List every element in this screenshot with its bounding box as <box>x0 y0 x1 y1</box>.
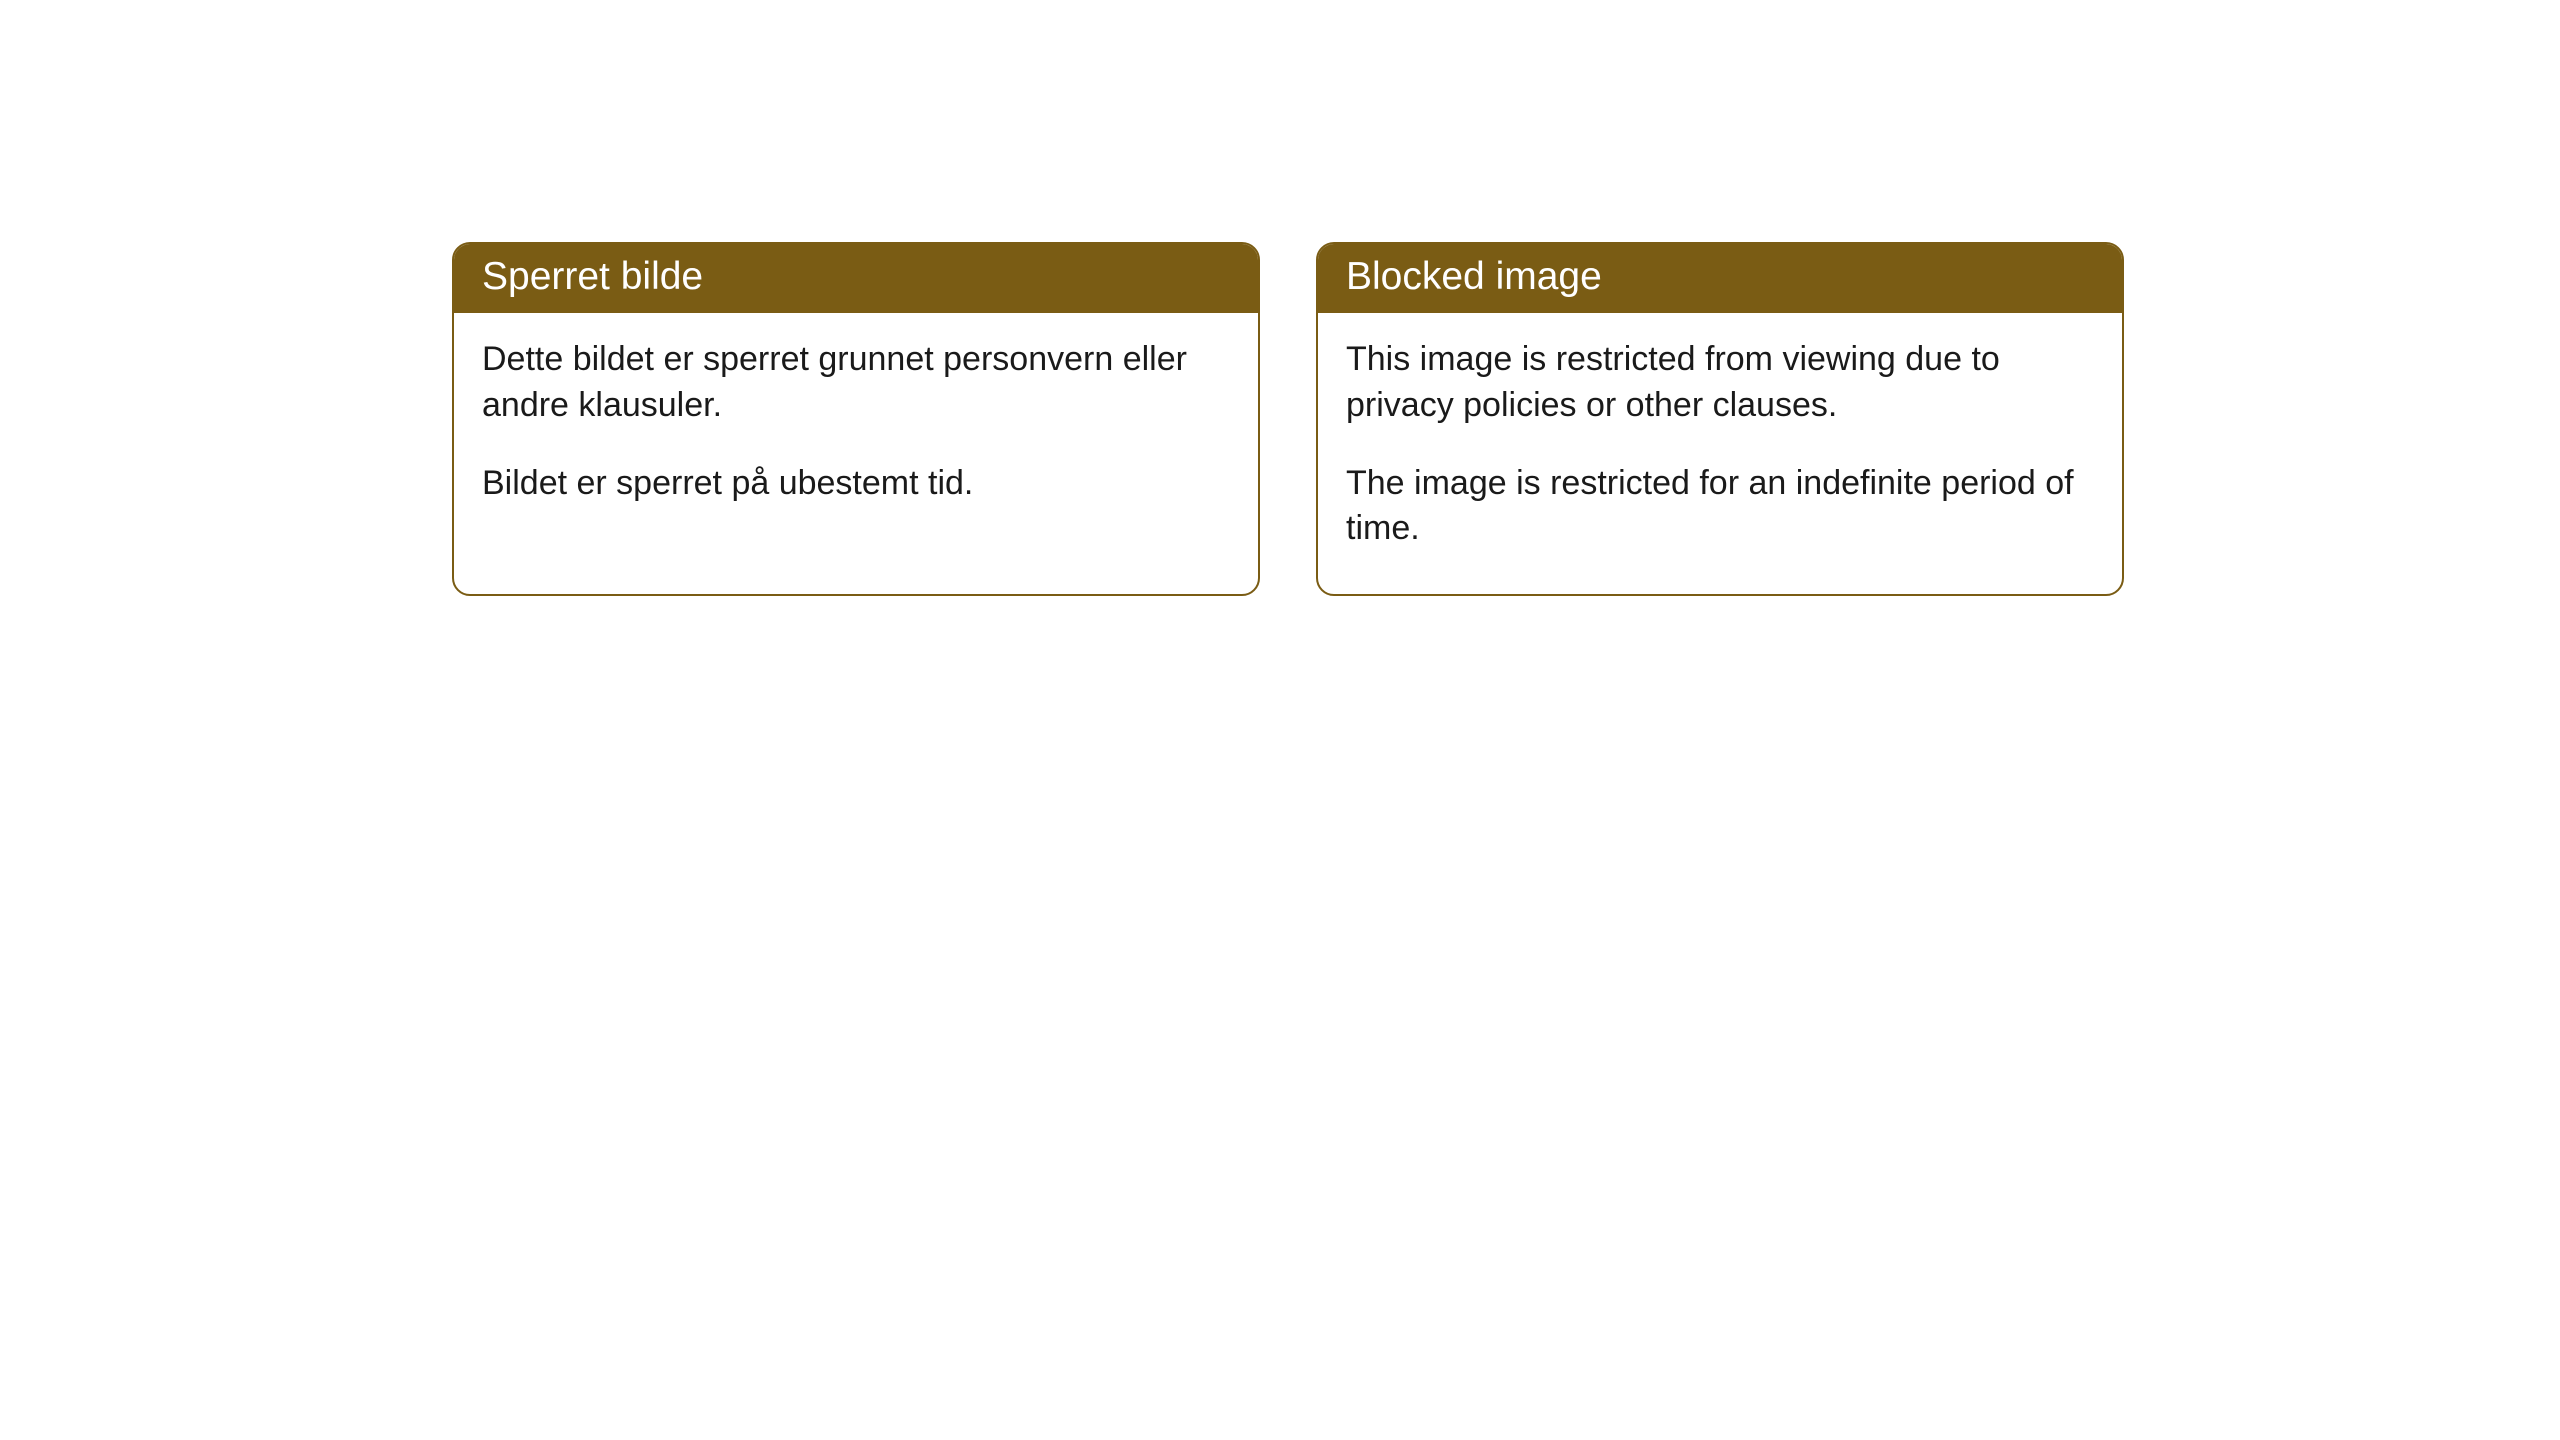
notice-card-english: Blocked image This image is restricted f… <box>1316 242 2124 596</box>
notice-card-norwegian: Sperret bilde Dette bildet er sperret gr… <box>452 242 1260 596</box>
notice-text-1: Dette bildet er sperret grunnet personve… <box>482 337 1230 429</box>
notice-cards-container: Sperret bilde Dette bildet er sperret gr… <box>452 242 2560 596</box>
notice-text-1: This image is restricted from viewing du… <box>1346 337 2094 429</box>
card-title: Sperret bilde <box>454 244 1258 313</box>
card-body: Dette bildet er sperret grunnet personve… <box>454 313 1258 549</box>
card-title: Blocked image <box>1318 244 2122 313</box>
card-body: This image is restricted from viewing du… <box>1318 313 2122 595</box>
notice-text-2: The image is restricted for an indefinit… <box>1346 461 2094 553</box>
notice-text-2: Bildet er sperret på ubestemt tid. <box>482 461 1230 507</box>
